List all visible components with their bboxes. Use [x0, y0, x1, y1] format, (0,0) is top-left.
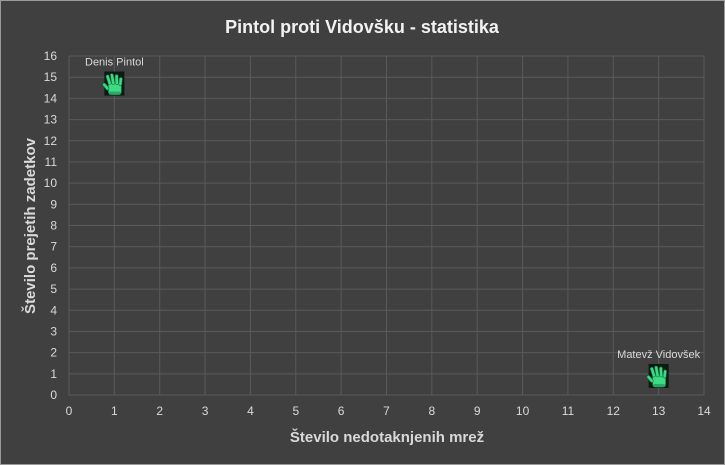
y-tick-label: 2 — [50, 346, 57, 360]
x-axis-ticks: 0 1 2 3 4 5 6 7 8 9 10 11 12 13 14 — [66, 404, 711, 418]
x-tick-label: 11 — [562, 404, 575, 418]
chart-title: Pintol proti Vidovšku - statistika — [225, 17, 500, 37]
y-tick-label: 15 — [44, 70, 58, 84]
y-tick-label: 0 — [50, 388, 57, 402]
data-point — [646, 363, 669, 388]
y-tick-label: 16 — [44, 49, 58, 63]
y-tick-label: 11 — [45, 155, 58, 169]
y-tick-label: 10 — [44, 176, 58, 190]
y-tick-label: 12 — [44, 134, 58, 148]
x-tick-label: 6 — [338, 404, 345, 418]
x-tick-label: 5 — [292, 404, 299, 418]
x-tick-label: 8 — [429, 404, 436, 418]
x-tick-label: 7 — [383, 404, 390, 418]
x-axis-title: Število nedotaknjenih mrež — [290, 428, 484, 446]
x-tick-label: 13 — [652, 404, 666, 418]
x-tick-label: 12 — [607, 404, 621, 418]
y-tick-label: 8 — [50, 219, 57, 233]
x-tick-label: 1 — [111, 404, 118, 418]
x-tick-label: 4 — [247, 404, 254, 418]
x-tick-label: 9 — [474, 404, 481, 418]
y-tick-label: 3 — [50, 324, 57, 338]
point-label: Denis Pintol — [85, 57, 144, 69]
data-points: Denis Pintol Matevž Vidovšek — [85, 57, 701, 388]
x-tick-label: 2 — [156, 404, 163, 418]
y-tick-label: 5 — [50, 282, 57, 296]
y-tick-label: 9 — [50, 197, 57, 211]
y-tick-label: 7 — [50, 240, 57, 254]
goalkeeper-glove-icon — [646, 365, 667, 388]
y-tick-label: 14 — [44, 91, 58, 105]
x-tick-label: 3 — [202, 404, 209, 418]
x-tick-label: 10 — [516, 404, 530, 418]
y-axis-title: Število prejetih zadetkov — [21, 137, 39, 314]
gridlines — [68, 55, 705, 396]
y-tick-label: 13 — [44, 113, 58, 127]
goalkeeper-glove-icon — [102, 73, 123, 95]
y-tick-label: 1 — [50, 367, 57, 381]
y-tick-label: 4 — [50, 303, 57, 317]
point-label: Matevž Vidovšek — [617, 349, 700, 361]
y-tick-label: 6 — [50, 261, 57, 275]
data-point — [102, 71, 125, 96]
x-tick-label: 14 — [697, 404, 711, 418]
x-tick-label: 0 — [66, 404, 73, 418]
